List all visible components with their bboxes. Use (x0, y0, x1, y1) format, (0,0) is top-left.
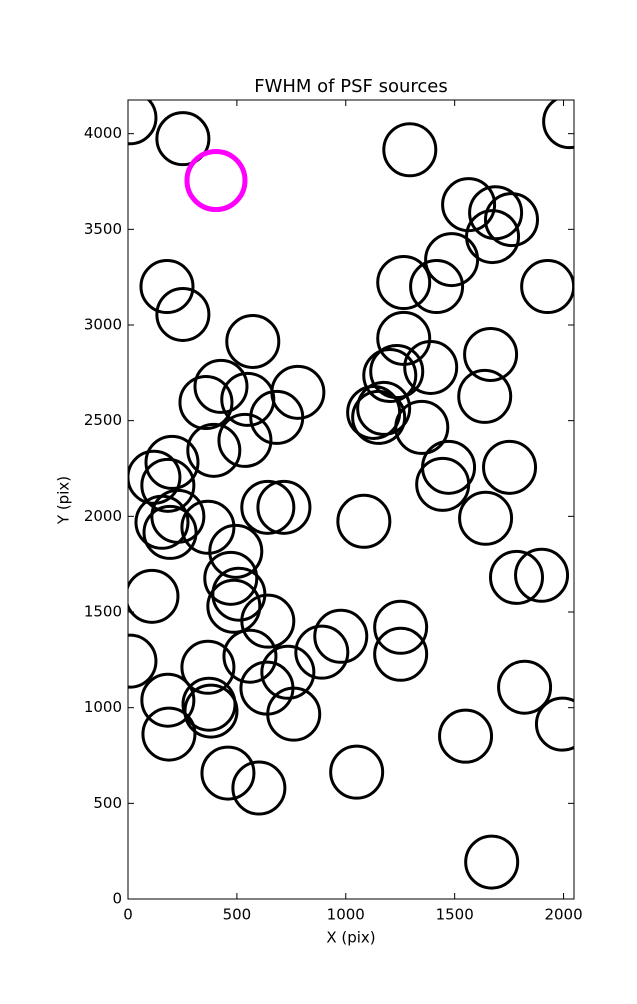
psf-source (134, 494, 190, 550)
psf-source (438, 708, 494, 764)
x-tick-label: 500 (223, 906, 252, 924)
psf-source (184, 149, 248, 213)
psf-source (542, 100, 574, 150)
psf-source (260, 644, 316, 700)
psf-source (178, 374, 234, 430)
psf-source (356, 380, 412, 436)
x-axis-label: X (pix) (326, 929, 375, 947)
y-tick-label: 500 (93, 794, 122, 812)
y-tick-label: 0 (112, 890, 122, 908)
psf-source (489, 549, 545, 605)
x-tick-label: 2000 (544, 906, 582, 924)
psf-source (376, 255, 432, 311)
psf-source (225, 313, 281, 369)
psf-source (208, 523, 264, 579)
psf-source (463, 326, 519, 382)
psf-source (193, 358, 249, 414)
psf-source (140, 672, 196, 728)
y-tick-label: 2500 (84, 411, 122, 429)
psf-source (180, 639, 236, 695)
psf-source (183, 683, 239, 739)
psf-source (186, 422, 242, 478)
psf-source (373, 626, 429, 682)
psf-source (139, 259, 195, 315)
x-tick-label: 0 (123, 906, 133, 924)
psf-source (266, 686, 322, 742)
y-tick-label: 4000 (84, 124, 122, 142)
psf-source (373, 599, 429, 655)
psf-source (464, 834, 520, 890)
psf-source (394, 399, 450, 455)
y-tick-label: 1500 (84, 603, 122, 621)
psf-source (231, 760, 287, 816)
psf-source (144, 434, 200, 490)
psf-source (409, 259, 465, 315)
y-tick-label: 2000 (84, 507, 122, 525)
psf-source (329, 744, 385, 800)
psf-source (382, 122, 438, 178)
y-tick-label: 3500 (84, 220, 122, 238)
psf-source (336, 493, 392, 549)
psf-source (141, 706, 197, 762)
psf-source (415, 456, 471, 512)
psf-source (128, 100, 158, 146)
psf-source (240, 479, 296, 535)
y-tick-label: 3000 (84, 316, 122, 334)
psf-source (222, 628, 278, 684)
psf-source (457, 368, 513, 424)
psf-source (424, 232, 480, 288)
psf-source (483, 192, 539, 248)
psf-source (458, 490, 514, 546)
psf-source (203, 550, 259, 606)
psf-source (128, 633, 158, 689)
psf-source (313, 608, 369, 664)
y-tick-label: 1000 (84, 698, 122, 716)
psf-source (497, 659, 553, 715)
psf-source (180, 499, 236, 555)
psf-source (482, 439, 538, 495)
psf-source (206, 578, 262, 634)
psf-source (200, 745, 256, 801)
psf-source (240, 593, 296, 649)
psf-source (217, 412, 273, 468)
y-axis-label: Y (pix) (55, 476, 73, 525)
psf-source (514, 547, 570, 603)
axes-frame (127, 99, 575, 900)
psf-source (362, 348, 418, 404)
psf-source (534, 696, 574, 752)
psf-source (256, 479, 312, 535)
chart-title: FWHM of PSF sources (254, 76, 448, 97)
psf-source (351, 389, 407, 445)
plot-area (128, 100, 574, 890)
psf-source (403, 339, 459, 395)
x-tick-label: 1000 (327, 906, 365, 924)
psf-source (249, 389, 305, 445)
psf-source (140, 457, 196, 513)
psf-source (128, 568, 180, 624)
psf-source (142, 504, 198, 560)
psf-source (155, 111, 211, 167)
psf-source (294, 624, 350, 680)
x-tick-label: 1500 (436, 906, 474, 924)
psf-source (155, 286, 211, 342)
